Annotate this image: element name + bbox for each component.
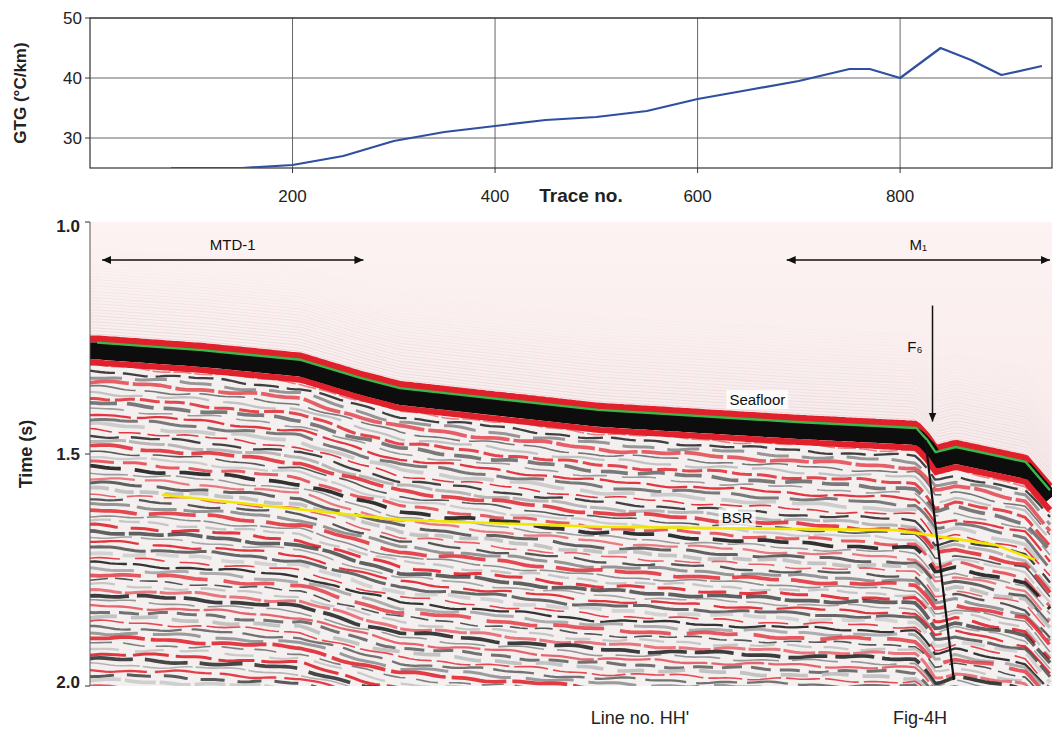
grid-line [900,18,901,168]
tick [697,168,698,173]
tick-label: 800 [886,187,914,206]
series-label: Seafloor [729,391,785,408]
grid-line [90,78,1052,79]
footer-label: Fig-4H [893,708,947,728]
tick-label: 200 [278,187,306,206]
tick-label: 600 [683,187,711,206]
extent-arrow [787,259,1050,261]
seismic-area [90,222,1052,686]
extent-arrow [102,259,363,261]
footer-label: Line no. HH' [591,708,690,728]
tick-label: 1.0 [56,217,80,236]
pointer-arrow [932,306,934,422]
fault-line [925,440,953,680]
water-stripe [90,262,1050,410]
figure: 30 40 50 200 400 600 800 Trace no. GTG (°C/km) Se… [0,0,1058,736]
annotation: MTD-1 [210,236,256,253]
reflector [90,658,1050,686]
grid-line [495,18,496,168]
tick [495,168,496,173]
tick [85,138,90,139]
axis-title: Time (s) [16,420,36,489]
tick [85,18,90,19]
tick-label: 2.0 [56,673,80,692]
tick-label: 30 [63,129,82,148]
tick [85,686,90,687]
subsurface [90,343,1052,686]
water-stripe [90,259,1050,407]
water-stripe [90,253,1050,401]
tick-label: 400 [481,187,509,206]
grid-line [90,138,1052,139]
label-patch [719,508,756,527]
plot-frame [90,18,1052,168]
seafloor-band [90,363,1050,511]
tick [85,78,90,79]
water-column [90,222,1052,686]
tick-label: 40 [63,69,82,88]
annotation: F₆ [907,338,922,355]
label-patch [726,390,788,409]
annotation: M₁ [910,236,928,253]
gtg-line [171,48,1042,168]
seafloor-line [97,343,1050,491]
tick-label: 1.5 [56,445,80,464]
axis-title: GTG (°C/km) [11,42,30,143]
tick [85,454,90,455]
reflector [90,654,1050,686]
reflector [90,685,1050,686]
tick [292,168,293,173]
plot-area [171,48,1042,168]
bsr-line [162,495,1035,560]
tick [900,168,901,173]
series-label: BSR [722,509,753,526]
tick-label: 50 [63,9,82,28]
reflector [90,578,1050,686]
reflector [90,504,1050,641]
axis-title: Trace no. [539,185,622,206]
tick [85,222,90,223]
grid-line [697,18,698,168]
reflector [90,679,1050,686]
grid-line [292,18,293,168]
reflector [90,575,1050,686]
